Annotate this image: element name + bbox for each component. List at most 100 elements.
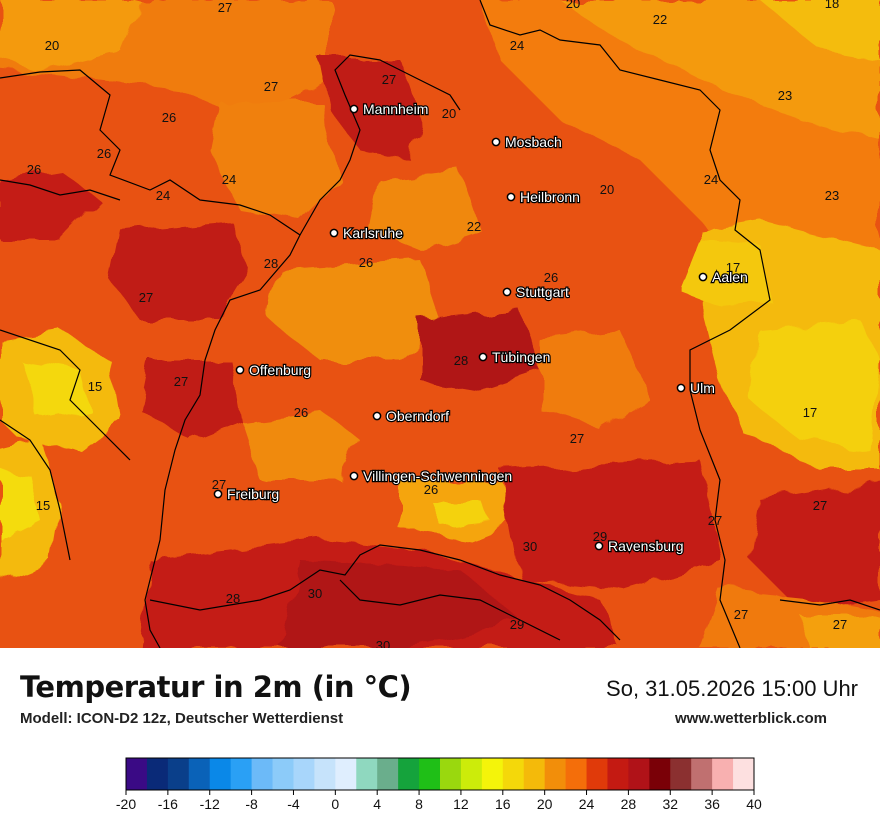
city-label: Karlsruhe bbox=[343, 225, 403, 241]
city-dot bbox=[372, 411, 382, 421]
color-swatch bbox=[377, 758, 399, 790]
color-swatch bbox=[398, 758, 420, 790]
temperature-value: 27 bbox=[218, 0, 232, 15]
scale-tick-label: 28 bbox=[621, 796, 637, 812]
temperature-value: 22 bbox=[467, 219, 481, 234]
temperature-zones bbox=[0, 0, 880, 648]
city-label: Heilbronn bbox=[520, 189, 580, 205]
city-label: Ulm bbox=[690, 380, 715, 396]
city-label: Oberndorf bbox=[386, 408, 449, 424]
temperature-value: 26 bbox=[544, 270, 558, 285]
color-swatch bbox=[230, 758, 253, 790]
temperature-value: 20 bbox=[442, 106, 456, 121]
scale-tick-label: -16 bbox=[158, 796, 178, 812]
temperature-value: 27 bbox=[833, 617, 847, 632]
temperature-value: 26 bbox=[359, 255, 373, 270]
color-swatch bbox=[670, 758, 692, 790]
color-swatch bbox=[419, 758, 441, 790]
color-swatch bbox=[586, 758, 608, 790]
temperature-value: 24 bbox=[156, 188, 170, 203]
color-swatch bbox=[481, 758, 504, 790]
color-swatch bbox=[272, 758, 294, 790]
temperature-value: 29 bbox=[510, 617, 524, 632]
temperature-value: 30 bbox=[308, 586, 322, 601]
scale-tick-label: 12 bbox=[453, 796, 469, 812]
temperature-value: 24 bbox=[704, 172, 718, 187]
temperature-value: 15 bbox=[88, 379, 102, 394]
color-swatch bbox=[188, 758, 211, 790]
temperature-value: 30 bbox=[376, 638, 390, 648]
temperature-value: 28 bbox=[454, 353, 468, 368]
temperature-value: 27 bbox=[708, 513, 722, 528]
legend-footer: Temperatur in 2m (in °C) Modell: ICON-D2… bbox=[0, 648, 880, 830]
scale-tick-label: 40 bbox=[746, 796, 762, 812]
color-swatch bbox=[335, 758, 357, 790]
temperature-value: 23 bbox=[778, 88, 792, 103]
temperature-labels: 27 20 22 18 20 24 27 23 26 20 26 24 27 26 20 24 23 24 22 17… bbox=[27, 0, 847, 653]
scale-tick-label: -8 bbox=[245, 796, 258, 812]
color-swatch bbox=[209, 758, 232, 790]
forecast-datetime: So, 31.05.2026 15:00 Uhr bbox=[606, 676, 858, 701]
color-swatch bbox=[628, 758, 650, 790]
temperature-value: 26 bbox=[27, 162, 41, 177]
city-label: Mosbach bbox=[505, 134, 562, 150]
temperature-value: 20 bbox=[45, 38, 59, 53]
temperature-value: 26 bbox=[294, 405, 308, 420]
temperature-value: 23 bbox=[825, 188, 839, 203]
temperature-value: 27 bbox=[570, 431, 584, 446]
temperature-value: 24 bbox=[510, 38, 524, 53]
temperature-value: 27 bbox=[174, 374, 188, 389]
color-swatch bbox=[544, 758, 567, 790]
temperature-value: 27 bbox=[264, 79, 278, 94]
city-label: Villingen-Schwenningen bbox=[363, 468, 512, 484]
map-svg: 27 20 22 18 20 24 27 23 26 20 26 24 27 26 20 24 23 24 22 17… bbox=[0, 0, 880, 653]
color-swatch bbox=[712, 758, 734, 790]
scale-tick-label: 20 bbox=[537, 796, 553, 812]
model-info: Modell: ICON-D2 12z, Deutscher Wetterdie… bbox=[20, 710, 344, 727]
color-scale-frame bbox=[125, 757, 755, 791]
temperature-value: 27 bbox=[139, 290, 153, 305]
city-label: Mannheim bbox=[363, 101, 428, 117]
temperature-value: 20 bbox=[600, 182, 614, 197]
temperature-value: 26 bbox=[162, 110, 176, 125]
city-dot bbox=[594, 541, 604, 551]
city-dot bbox=[698, 272, 708, 282]
color-swatch bbox=[607, 758, 629, 790]
city-label: Offenburg bbox=[249, 362, 311, 378]
color-swatch bbox=[293, 758, 315, 790]
scale-tick-label: -12 bbox=[200, 796, 220, 812]
scale-tick-label: 36 bbox=[704, 796, 720, 812]
temperature-value: 28 bbox=[226, 591, 240, 606]
temperature-value: 15 bbox=[36, 498, 50, 513]
city-dot bbox=[502, 287, 512, 297]
city-label: Tübingen bbox=[492, 349, 550, 365]
color-swatch bbox=[733, 758, 755, 790]
temperature-value: 27 bbox=[734, 607, 748, 622]
temperature-value: 20 bbox=[566, 0, 580, 11]
city-label: Freiburg bbox=[227, 486, 279, 502]
color-swatch bbox=[167, 758, 190, 790]
scale-tick-label: -4 bbox=[287, 796, 300, 812]
color-swatch bbox=[356, 758, 378, 790]
color-swatch bbox=[440, 758, 462, 790]
website-link[interactable]: www.wetterblick.com bbox=[675, 710, 827, 727]
city-dot bbox=[329, 228, 339, 238]
temperature-value: 30 bbox=[523, 539, 537, 554]
temperature-value: 27 bbox=[382, 72, 396, 87]
city-dot bbox=[676, 383, 686, 393]
city-dot bbox=[349, 104, 359, 114]
temperature-value: 27 bbox=[813, 498, 827, 513]
city-markers: Mannheim Mosbach Heilbronn Karlsruhe Stuttga… bbox=[213, 100, 749, 555]
city-label: Aalen bbox=[712, 269, 748, 285]
city-dot bbox=[235, 365, 245, 375]
temperature-value: 29 bbox=[593, 529, 607, 544]
color-swatch bbox=[691, 758, 713, 790]
temperature-value: 24 bbox=[222, 172, 236, 187]
city-dot bbox=[491, 137, 501, 147]
temperature-value: 17 bbox=[726, 260, 740, 275]
color-swatch bbox=[146, 758, 169, 790]
scale-tick-label: 8 bbox=[415, 796, 423, 812]
scale-tick-label: 32 bbox=[662, 796, 678, 812]
color-swatch bbox=[502, 758, 525, 790]
city-label: Stuttgart bbox=[516, 284, 569, 300]
